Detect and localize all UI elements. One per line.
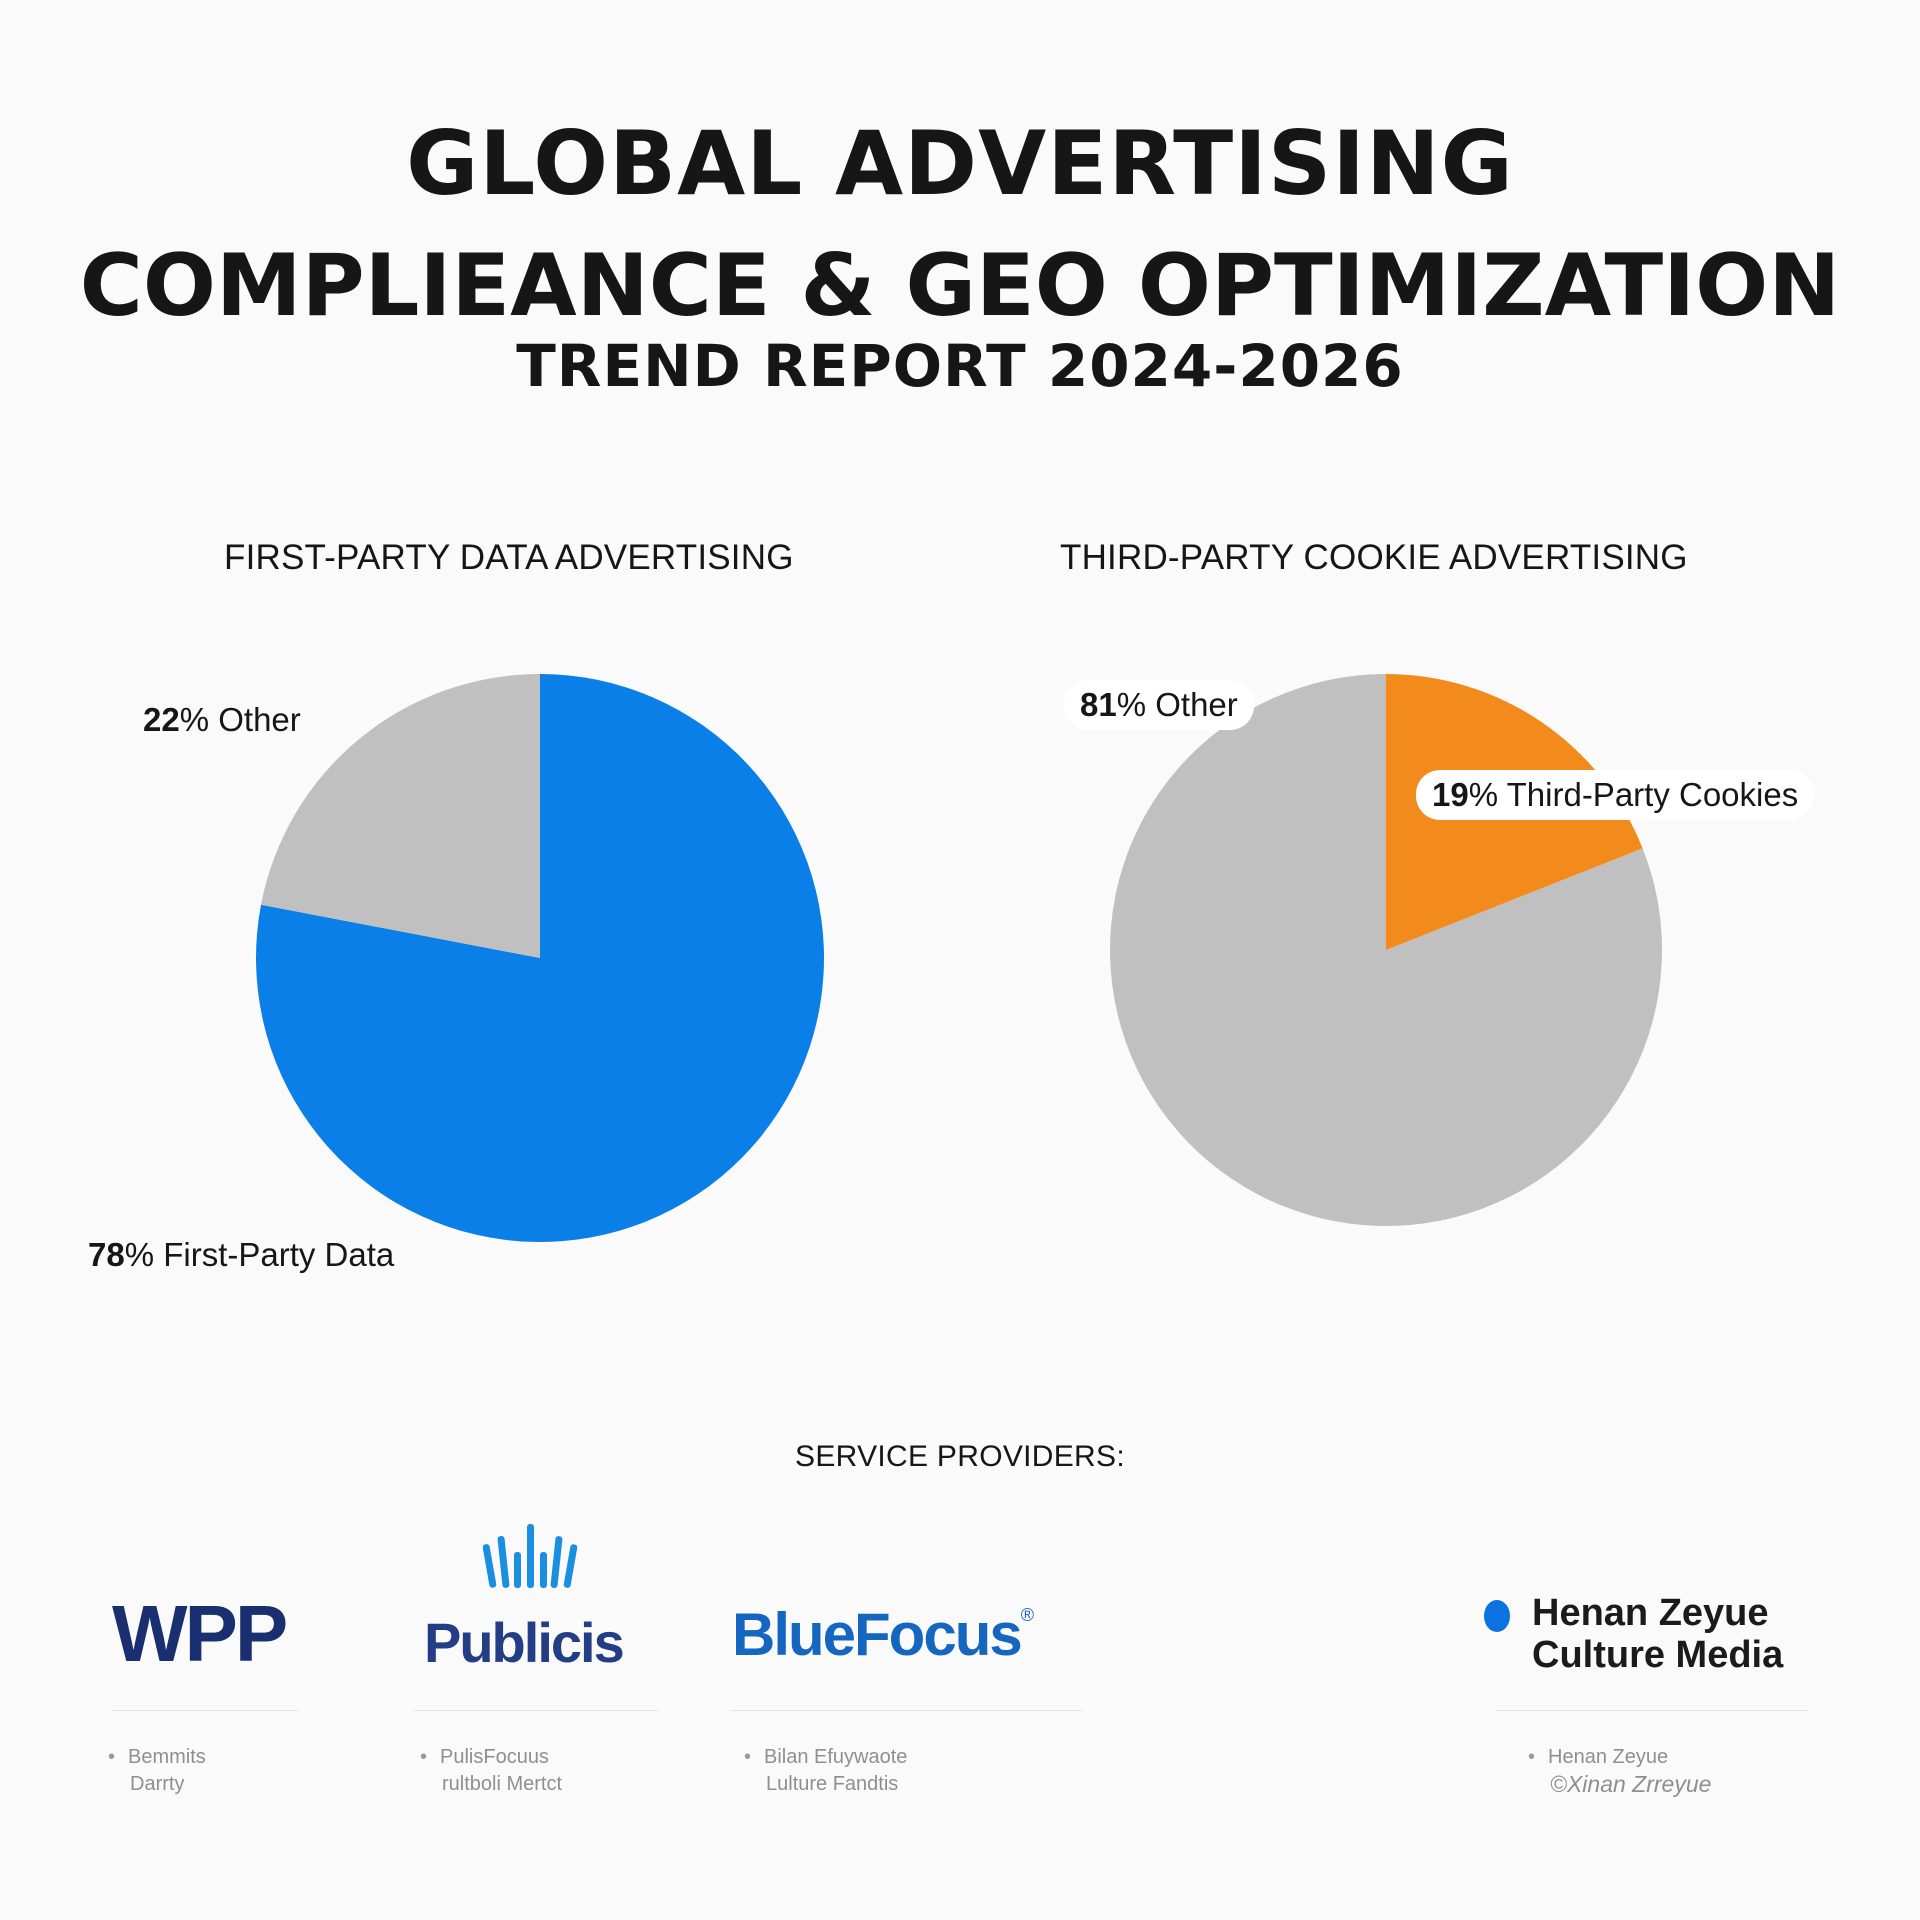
- wpp-logo: WPP: [112, 1589, 288, 1678]
- caption-line-2: Lulture Fandtis: [766, 1773, 899, 1795]
- provider-caption: • Bilan Efuywaote Lulture Fandtis: [744, 1744, 907, 1798]
- pie-label-text: % First-Party Data: [124, 1236, 395, 1273]
- henan-logo-line-2: Culture Media: [1532, 1634, 1784, 1676]
- provider-caption: • PulisFocuus rultboli Mertct: [420, 1744, 562, 1798]
- henan-logo-line-1: Henan Zeyue: [1532, 1592, 1769, 1634]
- divider: [1496, 1710, 1808, 1711]
- service-providers-heading: SERVICE PROVIDERS:: [795, 1440, 1125, 1473]
- pie-label-pct: 19: [1432, 776, 1469, 813]
- pie-label-pct: 22: [143, 701, 180, 738]
- divider: [112, 1710, 298, 1711]
- publicis-mark-icon: [482, 1524, 578, 1588]
- pie-label-pct: 78: [88, 1236, 125, 1273]
- bullet: •: [1528, 1746, 1536, 1768]
- divider: [730, 1710, 1082, 1711]
- pie-label-pct: 81: [1080, 686, 1117, 723]
- pie-slice-other: [261, 674, 540, 958]
- publicis-logo: Publicis: [424, 1611, 625, 1674]
- bluefocus-logo: BlueFocus®: [732, 1600, 1034, 1669]
- bullet: •: [744, 1746, 752, 1768]
- pie-slice-first-party-data: [256, 674, 824, 1242]
- pie-slice-other: [1110, 674, 1662, 1226]
- henan-zeyue-logo: Henan Zeyue Culture Media: [1532, 1592, 1783, 1676]
- pie-label-text: % Other: [179, 701, 301, 738]
- caption-line-1: Bemmits: [128, 1746, 206, 1768]
- chart-title-third-party: THIRD-PARTY COOKIE ADVERTISING: [1060, 538, 1688, 577]
- provider-caption: • Henan Zeyue ©Xinan Zrreyue: [1528, 1744, 1711, 1798]
- report-title-line-1: GLOBAL ADVERTISING: [406, 112, 1514, 215]
- henan-dot-icon: [1484, 1600, 1510, 1632]
- pie-label-other-right: 81% Other: [1064, 680, 1254, 730]
- bullet: •: [420, 1746, 428, 1768]
- caption-line-2: Darrty: [130, 1773, 185, 1795]
- caption-line-1: PulisFocuus: [440, 1746, 549, 1768]
- chart-title-first-party: FIRST-PARTY DATA ADVERTISING: [224, 538, 794, 577]
- pie-label-text: % Third-Party Cookies: [1468, 776, 1799, 813]
- caption-line-2: rultboli Mertct: [442, 1773, 563, 1795]
- pie-label-third-party-cookies: 19% Third-Party Cookies: [1416, 770, 1815, 820]
- report-title-line-2: COMPLIEANCE & GEO OPTIMIZATION: [79, 236, 1841, 336]
- caption-line-1: Henan Zeyue: [1548, 1746, 1669, 1768]
- pie-label-other-left: 22% Other: [143, 701, 301, 739]
- registered-mark: ®: [1020, 1605, 1034, 1625]
- provider-caption: • Bemmits Darrty: [108, 1744, 206, 1798]
- bullet: •: [108, 1746, 116, 1768]
- pie-label-text: % Other: [1116, 686, 1238, 723]
- caption-line-1: Bilan Efuywaote: [764, 1746, 908, 1768]
- caption-line-2: ©Xinan Zrreyue: [1550, 1771, 1712, 1797]
- report-subtitle: TREND REPORT 2024-2026: [516, 332, 1404, 400]
- divider: [414, 1710, 658, 1711]
- pie-label-first-party: 78% First-Party Data: [88, 1236, 394, 1274]
- bluefocus-logo-text: BlueFocus: [732, 1601, 1023, 1668]
